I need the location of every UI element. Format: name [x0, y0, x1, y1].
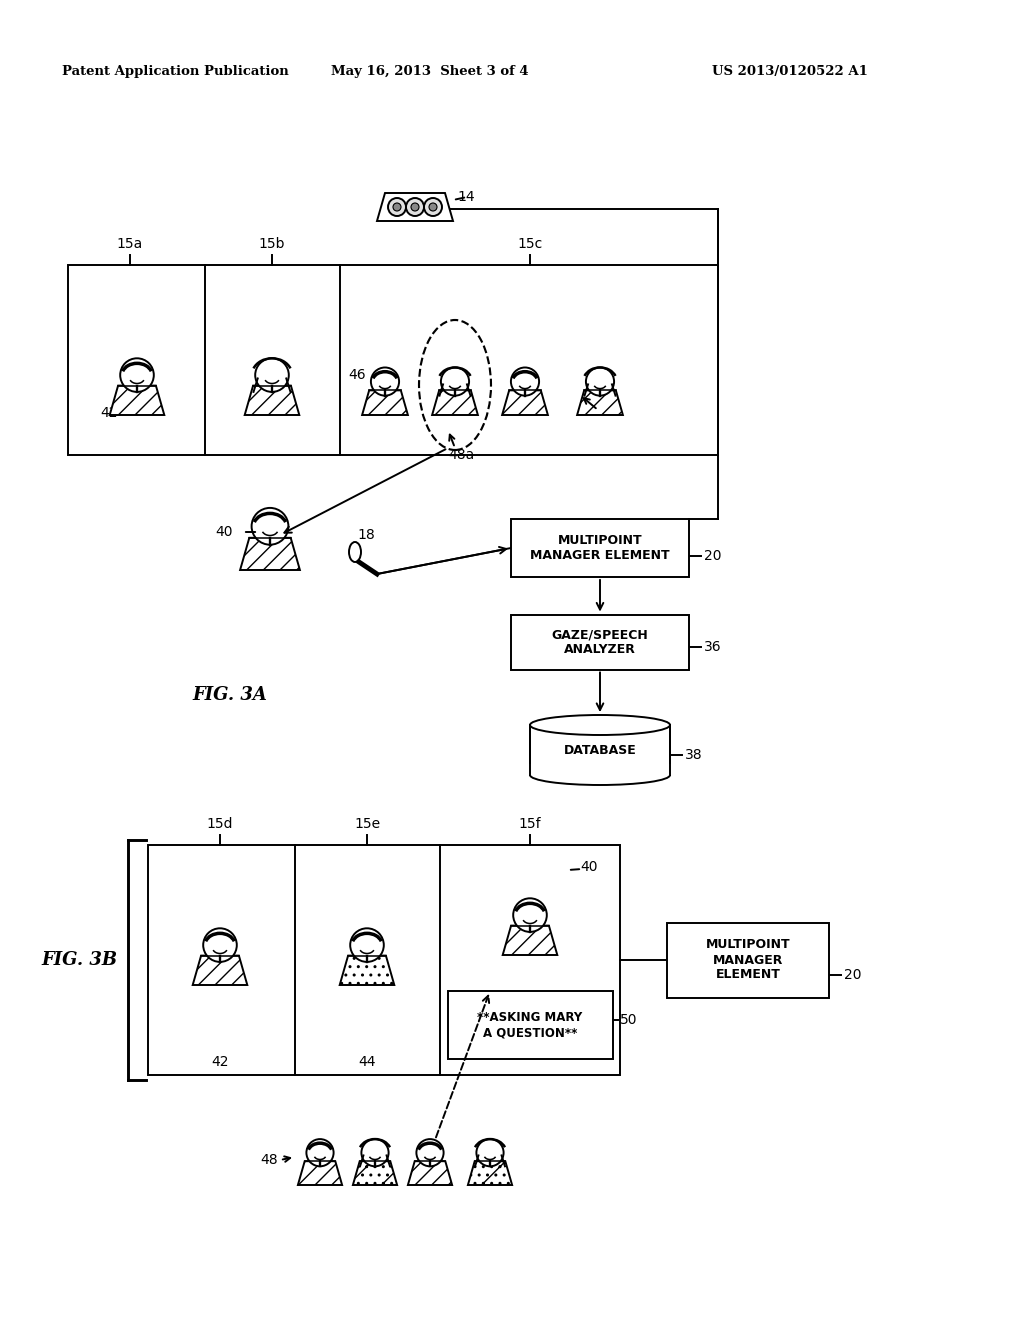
Circle shape	[306, 1139, 334, 1167]
Text: 15c: 15c	[517, 238, 543, 251]
Text: US 2013/0120522 A1: US 2013/0120522 A1	[712, 66, 868, 78]
Text: 40: 40	[580, 861, 597, 874]
Circle shape	[511, 367, 539, 396]
Circle shape	[441, 367, 469, 396]
Text: 15f: 15f	[519, 817, 542, 832]
Text: 42: 42	[100, 407, 118, 420]
Circle shape	[255, 358, 289, 392]
Polygon shape	[377, 193, 453, 220]
Ellipse shape	[349, 543, 361, 562]
Circle shape	[350, 928, 384, 962]
Circle shape	[476, 1139, 504, 1167]
Circle shape	[406, 198, 424, 216]
Polygon shape	[240, 537, 300, 570]
Circle shape	[388, 198, 406, 216]
Text: DATABASE: DATABASE	[563, 743, 636, 756]
Polygon shape	[503, 925, 557, 954]
Polygon shape	[432, 391, 478, 414]
Polygon shape	[578, 391, 623, 414]
Bar	[447, 991, 612, 1059]
Text: 48: 48	[598, 403, 615, 417]
Ellipse shape	[530, 766, 670, 785]
Text: 36: 36	[705, 640, 722, 653]
Text: FIG. 3A: FIG. 3A	[193, 686, 267, 704]
Text: Patent Application Publication: Patent Application Publication	[61, 66, 289, 78]
Text: 15d: 15d	[207, 817, 233, 832]
Polygon shape	[353, 1162, 397, 1185]
Circle shape	[586, 367, 614, 396]
Circle shape	[371, 367, 399, 396]
Text: **ASKING MARY
A QUESTION**: **ASKING MARY A QUESTION**	[477, 1011, 583, 1039]
Text: 46: 46	[348, 368, 366, 381]
Text: 38: 38	[685, 748, 702, 762]
Text: 20: 20	[844, 968, 861, 982]
Text: 18: 18	[357, 528, 375, 543]
Circle shape	[252, 508, 289, 545]
Bar	[68, 265, 718, 455]
Bar	[511, 519, 689, 577]
Bar	[511, 615, 689, 669]
Text: May 16, 2013  Sheet 3 of 4: May 16, 2013 Sheet 3 of 4	[331, 66, 528, 78]
Text: 48a: 48a	[449, 447, 474, 462]
Polygon shape	[340, 956, 394, 985]
Circle shape	[417, 1139, 443, 1167]
Text: MULTIPOINT
MANAGER ELEMENT: MULTIPOINT MANAGER ELEMENT	[530, 535, 670, 562]
Circle shape	[203, 928, 237, 962]
Text: 15e: 15e	[354, 817, 380, 832]
Text: 14: 14	[457, 190, 475, 205]
Text: 15a: 15a	[117, 238, 143, 251]
Text: 42: 42	[211, 1055, 228, 1069]
Circle shape	[361, 1139, 388, 1167]
Polygon shape	[468, 1162, 512, 1185]
Bar	[530, 725, 670, 775]
Text: GAZE/SPEECH
ANALYZER: GAZE/SPEECH ANALYZER	[552, 628, 648, 656]
Polygon shape	[362, 391, 408, 414]
Text: 44: 44	[358, 1055, 376, 1069]
Text: 48: 48	[260, 1152, 278, 1167]
Text: 40: 40	[215, 525, 233, 539]
Polygon shape	[408, 1162, 453, 1185]
Polygon shape	[193, 956, 248, 985]
Bar	[148, 845, 620, 1074]
Polygon shape	[298, 1162, 342, 1185]
Polygon shape	[110, 385, 164, 414]
Circle shape	[411, 203, 419, 211]
Circle shape	[424, 198, 442, 216]
Text: FIG. 3B: FIG. 3B	[42, 950, 118, 969]
Text: 50: 50	[620, 1012, 638, 1027]
Ellipse shape	[530, 715, 670, 735]
Circle shape	[429, 203, 437, 211]
Polygon shape	[502, 391, 548, 414]
Polygon shape	[245, 385, 299, 414]
Circle shape	[120, 358, 154, 392]
Circle shape	[393, 203, 401, 211]
Text: 20: 20	[705, 549, 722, 564]
Circle shape	[513, 899, 547, 932]
Bar	[667, 923, 829, 998]
Bar	[529, 764, 671, 775]
Text: 15b: 15b	[259, 238, 286, 251]
Text: MULTIPOINT
MANAGER
ELEMENT: MULTIPOINT MANAGER ELEMENT	[706, 939, 791, 982]
